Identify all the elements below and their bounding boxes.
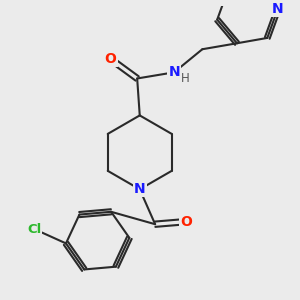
- Text: Cl: Cl: [27, 223, 41, 236]
- Text: N: N: [168, 65, 180, 79]
- Text: H: H: [181, 72, 190, 85]
- Text: N: N: [272, 2, 284, 16]
- Text: O: O: [180, 214, 192, 229]
- Text: N: N: [134, 182, 146, 196]
- Text: O: O: [105, 52, 116, 66]
